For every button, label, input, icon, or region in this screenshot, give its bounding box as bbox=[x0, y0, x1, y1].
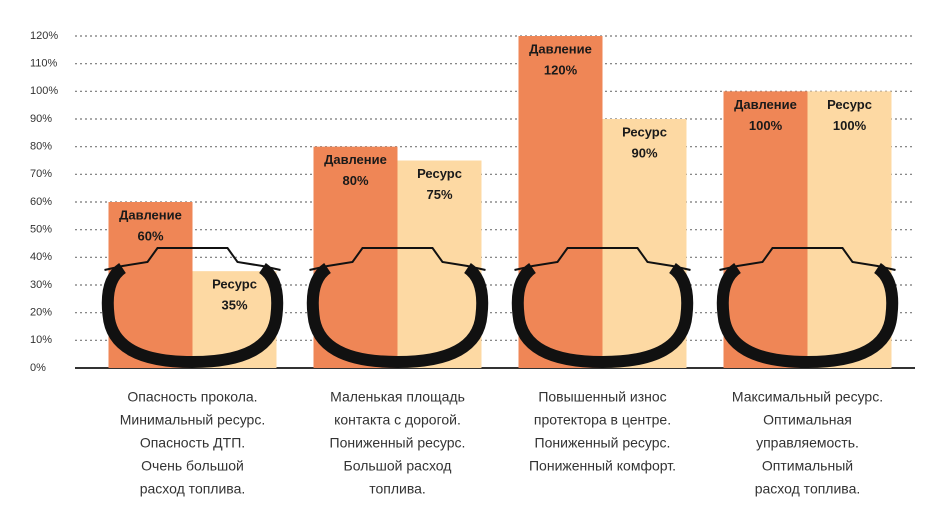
value-label: 75% bbox=[426, 187, 452, 202]
bar bbox=[724, 91, 808, 368]
y-tick-label: 90% bbox=[30, 113, 52, 125]
description: Пониженный ресурс. bbox=[330, 435, 466, 451]
y-tick-label: 10% bbox=[30, 334, 52, 346]
series-name-label: Давление bbox=[324, 152, 387, 167]
description: расход топлива. bbox=[140, 481, 246, 497]
bar bbox=[808, 91, 892, 368]
description: топлива. bbox=[369, 481, 426, 497]
description: Пониженный комфорт. bbox=[529, 458, 676, 474]
description: Пониженный ресурс. bbox=[535, 435, 671, 451]
description: Большой расход bbox=[344, 458, 452, 474]
description: Опасность прокола. bbox=[127, 389, 257, 405]
y-tick-label: 110% bbox=[30, 58, 58, 70]
y-tick-label: 40% bbox=[30, 251, 52, 263]
value-label: 35% bbox=[221, 298, 247, 313]
y-tick-label: 70% bbox=[30, 168, 52, 180]
value-label: 100% bbox=[749, 118, 783, 133]
series-name-label: Ресурс bbox=[622, 124, 667, 139]
bar bbox=[519, 36, 603, 368]
value-label: 60% bbox=[137, 228, 163, 243]
y-tick-label: 100% bbox=[30, 85, 58, 97]
y-tick-label: 0% bbox=[30, 362, 46, 374]
page: 0% 10% 20% 30% 40% 50% 60% 70% 80% 90% 100% 110% 120… bbox=[0, 0, 926, 513]
description: Опасность ДТП. bbox=[140, 435, 245, 451]
series-name-label: Давление bbox=[734, 97, 797, 112]
y-tick-label: 80% bbox=[30, 141, 52, 153]
description: управляемость. bbox=[756, 435, 859, 451]
value-label: 80% bbox=[342, 173, 368, 188]
description: Оптимальная bbox=[763, 412, 852, 428]
description: контакта с дорогой. bbox=[334, 412, 461, 428]
value-label: 90% bbox=[631, 145, 657, 160]
y-tick-label: 30% bbox=[30, 279, 52, 291]
description: Минимальный ресурс. bbox=[120, 412, 266, 428]
description: протектора в центре. bbox=[534, 412, 671, 428]
description: Оптимальный bbox=[762, 458, 853, 474]
description: Очень большой bbox=[141, 458, 244, 474]
description: Повышенный износ bbox=[538, 389, 666, 405]
description: Маленькая площадь bbox=[330, 389, 465, 405]
y-tick-label: 20% bbox=[30, 307, 52, 319]
series-name-label: Ресурс bbox=[827, 97, 872, 112]
y-tick-label: 60% bbox=[30, 196, 52, 208]
value-label: 120% bbox=[544, 62, 578, 77]
description: расход топлива. bbox=[755, 481, 861, 497]
series-name-label: Ресурс bbox=[212, 277, 257, 292]
series-name-label: Ресурс bbox=[417, 166, 462, 181]
chart: 0% 10% 20% 30% 40% 50% 60% 70% 80% 90% 100% 110% 120… bbox=[0, 0, 926, 513]
value-label: 100% bbox=[833, 118, 867, 133]
series-name-label: Давление bbox=[529, 41, 592, 56]
y-tick-label: 120% bbox=[30, 30, 58, 42]
description: Максимальный ресурс. bbox=[732, 389, 883, 405]
y-tick-label: 50% bbox=[30, 224, 52, 236]
series-name-label: Давление bbox=[119, 207, 182, 222]
